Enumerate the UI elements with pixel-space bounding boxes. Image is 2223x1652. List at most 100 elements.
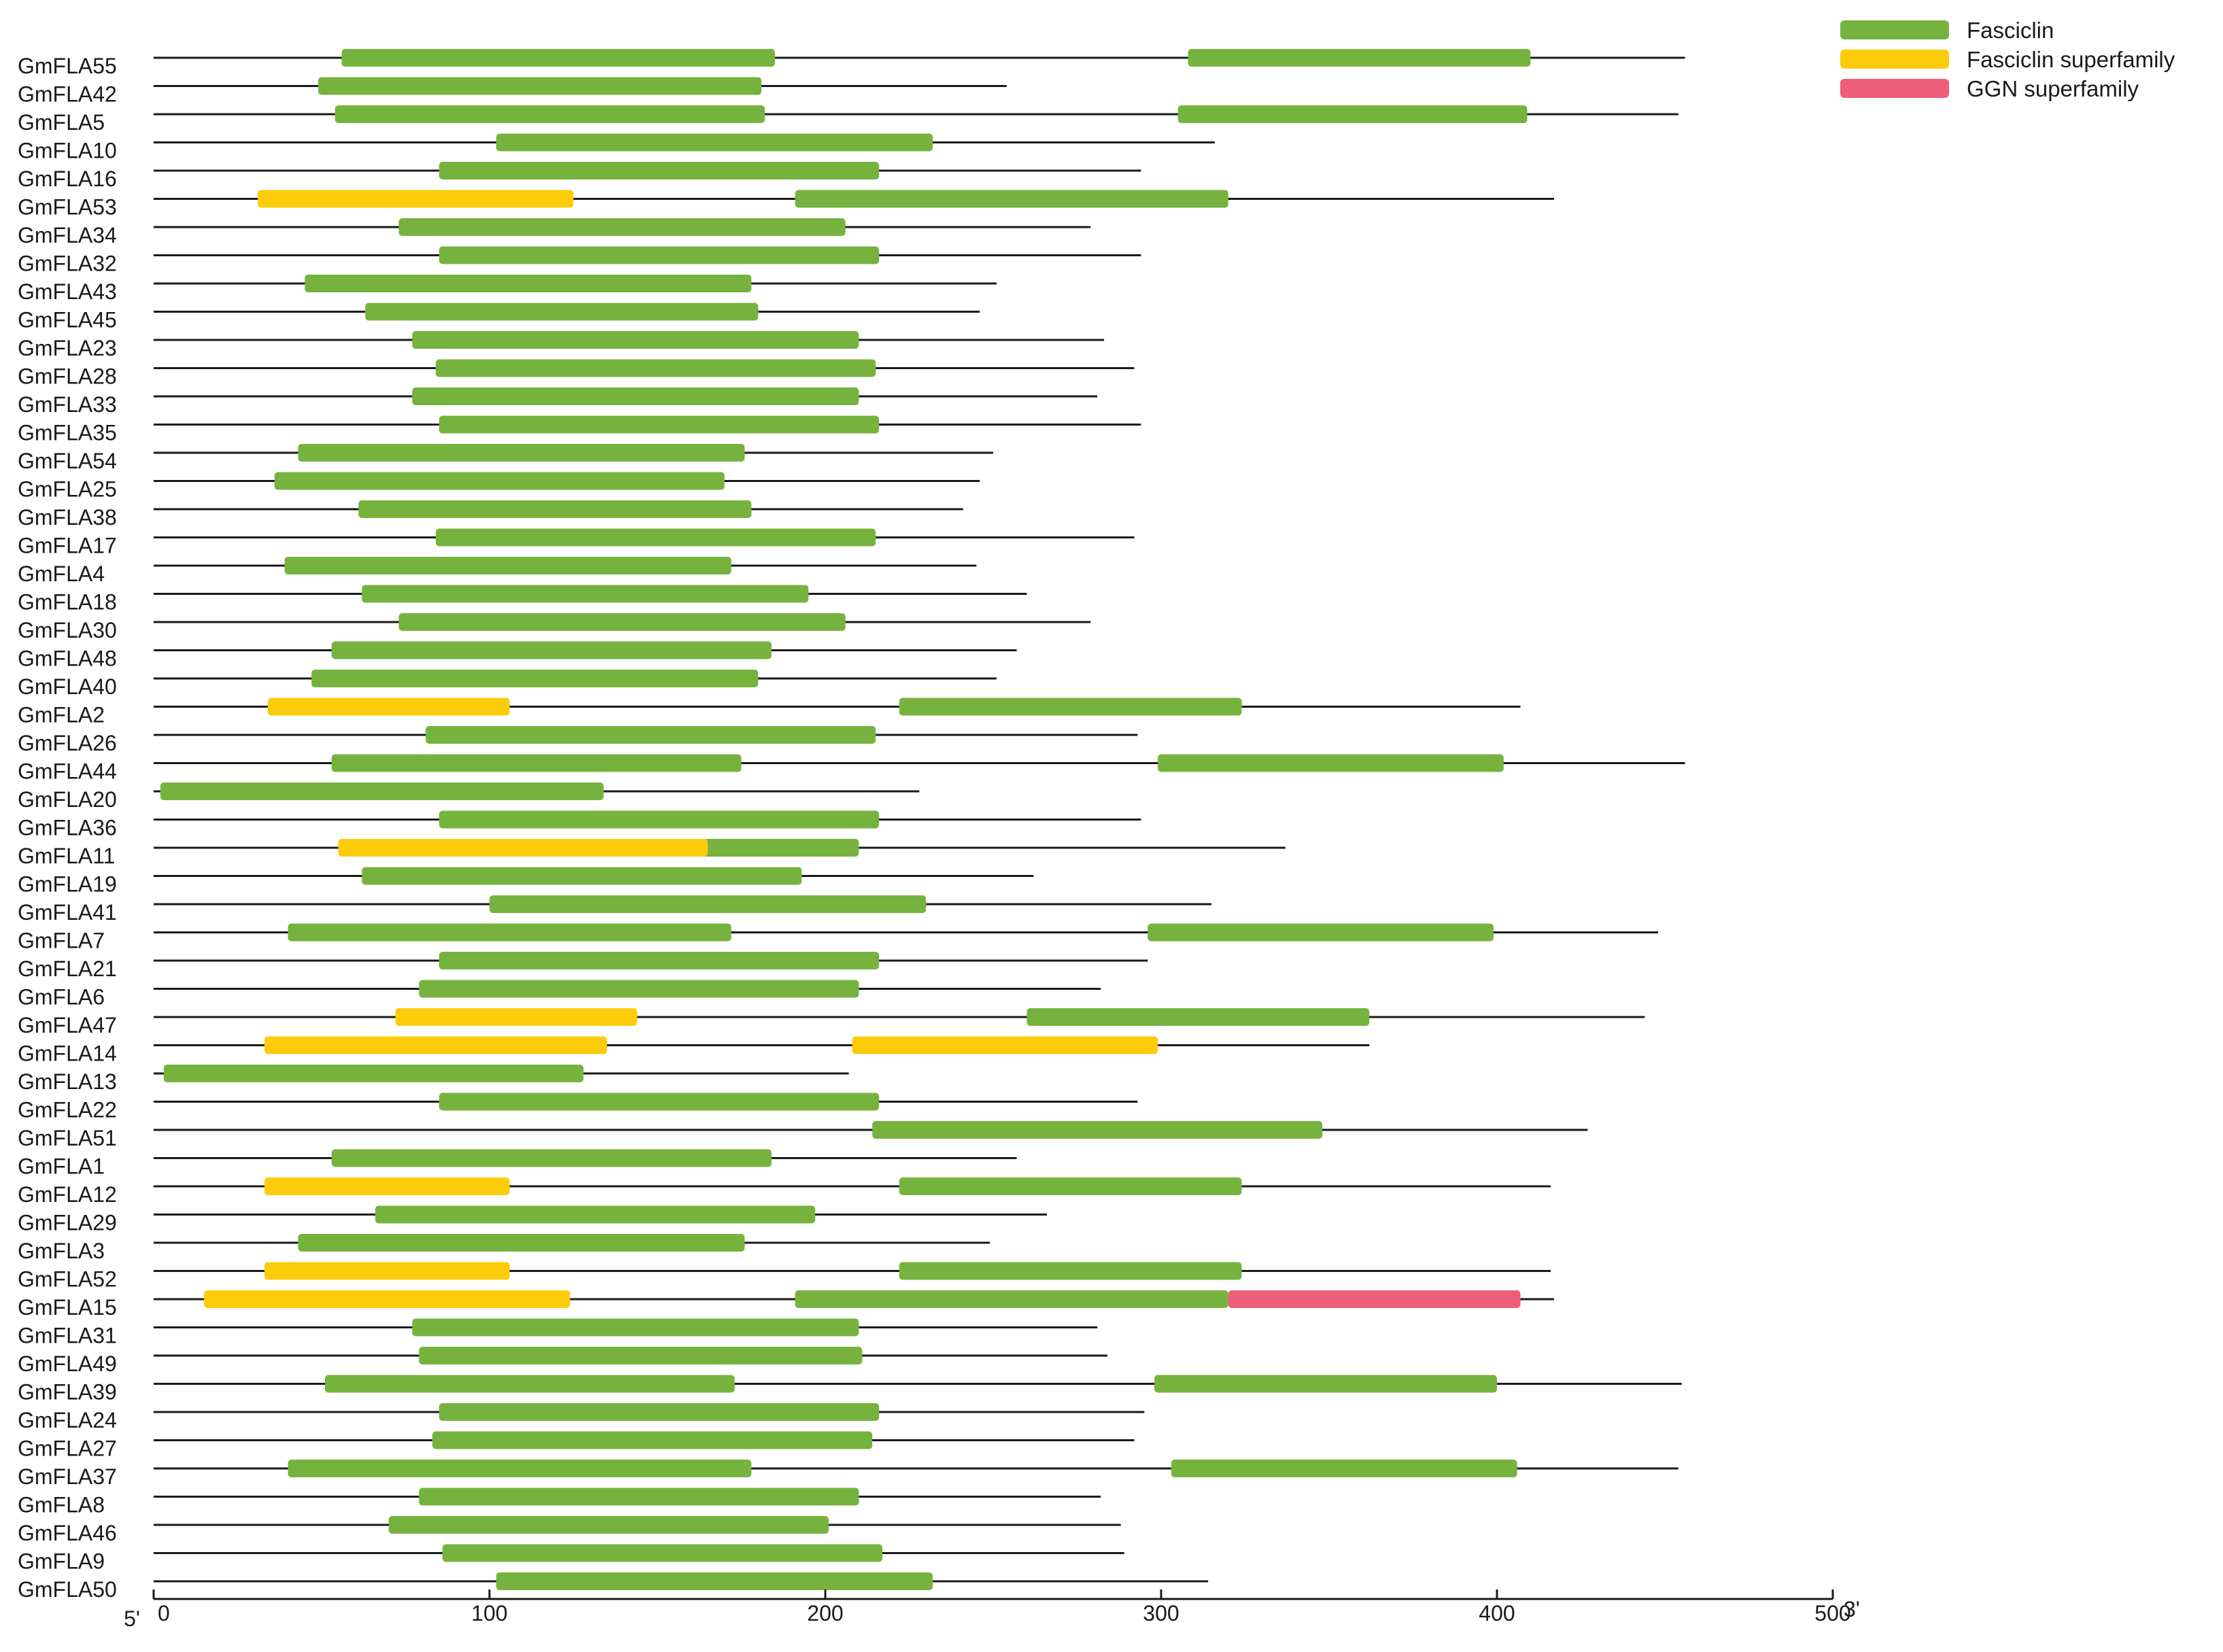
protein-row-gmfla2: GmFLA2 bbox=[18, 698, 1521, 727]
protein-label: GmFLA37 bbox=[18, 1464, 117, 1489]
protein-row-gmfla50: GmFLA50 bbox=[18, 1572, 1209, 1602]
protein-row-gmfla35: GmFLA35 bbox=[18, 415, 1141, 445]
legend: Fasciclin Fasciclin superfamily GGN superf… bbox=[1840, 18, 2175, 101]
protein-label: GmFLA8 bbox=[18, 1493, 105, 1517]
legend-label: Fasciclin bbox=[1967, 18, 2054, 43]
domain-fasciclin bbox=[412, 331, 859, 349]
domain-fasciclin bbox=[438, 1403, 880, 1421]
protein-row-gmfla20: GmFLA20 bbox=[18, 782, 920, 812]
protein-row-gmfla52: GmFLA52 bbox=[18, 1262, 1551, 1292]
protein-row-gmfla39: GmFLA39 bbox=[18, 1375, 1682, 1405]
domain-fasciclin bbox=[298, 444, 745, 462]
domain-fasciclin bbox=[1148, 923, 1494, 942]
protein-row-gmfla8: GmFLA8 bbox=[18, 1487, 1101, 1517]
domain-fasciclin bbox=[398, 613, 846, 631]
domain-fasciclin-superfamily bbox=[264, 1177, 510, 1195]
legend-swatch-fasciclin bbox=[1840, 20, 1949, 39]
domain-fasciclin bbox=[318, 77, 762, 95]
protein-label: GmFLA31 bbox=[18, 1324, 117, 1348]
protein-label: GmFLA10 bbox=[18, 139, 117, 163]
domain-fasciclin-superfamily bbox=[264, 1262, 510, 1280]
domain-fasciclin-superfamily bbox=[338, 839, 708, 857]
domain-fasciclin bbox=[398, 218, 846, 236]
domain-fasciclin bbox=[1177, 105, 1528, 123]
protein-label: GmFLA48 bbox=[18, 647, 117, 671]
protein-row-gmfla34: GmFLA34 bbox=[18, 218, 1091, 247]
protein-label: GmFLA21 bbox=[18, 957, 117, 981]
domain-fasciclin bbox=[288, 923, 731, 942]
protein-row-gmfla13: GmFLA13 bbox=[18, 1065, 849, 1094]
protein-label: GmFLA5 bbox=[18, 110, 105, 135]
protein-label: GmFLA34 bbox=[18, 223, 117, 247]
protein-row-gmfla4: GmFLA4 bbox=[18, 557, 977, 586]
protein-label: GmFLA3 bbox=[18, 1239, 105, 1263]
domain-fasciclin bbox=[899, 1262, 1242, 1280]
protein-label: GmFLA24 bbox=[18, 1408, 117, 1432]
domain-fasciclin bbox=[274, 472, 725, 490]
domain-fasciclin-superfamily bbox=[395, 1008, 638, 1026]
protein-label: GmFLA15 bbox=[18, 1295, 117, 1320]
protein-label: GmFLA12 bbox=[18, 1182, 117, 1207]
protein-label: GmFLA41 bbox=[18, 900, 117, 925]
domain-fasciclin bbox=[365, 303, 759, 321]
protein-label: GmFLA53 bbox=[18, 195, 117, 220]
protein-row-gmfla22: GmFLA22 bbox=[18, 1092, 1138, 1122]
protein-label: GmFLA42 bbox=[18, 82, 117, 107]
protein-row-gmfla11: GmFLA11 bbox=[18, 839, 1286, 868]
protein-label: GmFLA14 bbox=[18, 1042, 117, 1066]
domain-fasciclin-superfamily bbox=[852, 1036, 1158, 1054]
domain-fasciclin bbox=[362, 867, 802, 885]
domain-fasciclin-superfamily bbox=[204, 1290, 570, 1308]
protein-label: GmFLA30 bbox=[18, 618, 117, 642]
protein-row-gmfla44: GmFLA44 bbox=[18, 754, 1685, 784]
protein-label: GmFLA20 bbox=[18, 787, 117, 812]
protein-label: GmFLA49 bbox=[18, 1352, 117, 1376]
protein-label: GmFLA39 bbox=[18, 1380, 117, 1405]
protein-row-gmfla49: GmFLA49 bbox=[18, 1347, 1107, 1376]
protein-label: GmFLA32 bbox=[18, 252, 117, 276]
domain-fasciclin bbox=[1188, 49, 1531, 67]
protein-row-gmfla36: GmFLA36 bbox=[18, 810, 1141, 840]
protein-row-gmfla1: GmFLA1 bbox=[18, 1149, 1017, 1179]
protein-label: GmFLA2 bbox=[18, 703, 105, 727]
protein-row-gmfla26: GmFLA26 bbox=[18, 726, 1138, 755]
tick-label: 200 bbox=[807, 1601, 843, 1625]
protein-row-gmfla5: GmFLA5 bbox=[18, 105, 1678, 135]
protein-rows: GmFLA55 GmFLA42 GmFLA5 GmFLA10 GmFLA16 GmFLA5… bbox=[18, 49, 1685, 1602]
protein-row-gmfla21: GmFLA21 bbox=[18, 952, 1148, 981]
tick-label: 400 bbox=[1479, 1601, 1515, 1625]
protein-label: GmFLA36 bbox=[18, 816, 117, 840]
protein-row-gmfla53: GmFLA53 bbox=[18, 190, 1554, 220]
protein-row-gmfla6: GmFLA6 bbox=[18, 980, 1101, 1010]
domain-fasciclin bbox=[872, 1121, 1323, 1139]
protein-label: GmFLA9 bbox=[18, 1549, 105, 1574]
protein-label: GmFLA38 bbox=[18, 505, 117, 530]
legend-swatch-fasciclin-superfamily bbox=[1840, 50, 1949, 69]
domain-fasciclin bbox=[795, 190, 1228, 208]
protein-row-gmfla19: GmFLA19 bbox=[18, 867, 1034, 897]
protein-row-gmfla38: GmFLA38 bbox=[18, 500, 963, 530]
protein-label: GmFLA26 bbox=[18, 731, 117, 755]
protein-row-gmfla48: GmFLA48 bbox=[18, 641, 1017, 671]
domain-fasciclin bbox=[324, 1375, 735, 1393]
protein-label: GmFLA43 bbox=[18, 279, 117, 304]
protein-row-gmfla46: GmFLA46 bbox=[18, 1516, 1121, 1545]
protein-label: GmFLA17 bbox=[18, 534, 117, 558]
domain-fasciclin bbox=[284, 557, 731, 574]
protein-row-gmfla51: GmFLA51 bbox=[18, 1121, 1588, 1150]
domain-fasciclin bbox=[438, 810, 880, 829]
protein-label: GmFLA33 bbox=[18, 392, 117, 417]
protein-row-gmfla7: GmFLA7 bbox=[18, 923, 1659, 953]
domain-fasciclin bbox=[435, 359, 876, 377]
protein-label: GmFLA47 bbox=[18, 1013, 117, 1037]
protein-label: GmFLA50 bbox=[18, 1577, 117, 1602]
protein-row-gmfla3: GmFLA3 bbox=[18, 1234, 990, 1263]
protein-label: GmFLA45 bbox=[18, 308, 117, 332]
protein-row-gmfla55: GmFLA55 bbox=[18, 49, 1685, 78]
protein-label: GmFLA44 bbox=[18, 759, 117, 784]
domain-fasciclin bbox=[358, 500, 752, 518]
domain-fasciclin bbox=[305, 275, 752, 292]
protein-label: GmFLA16 bbox=[18, 167, 117, 191]
protein-row-gmfla18: GmFLA18 bbox=[18, 585, 1027, 615]
